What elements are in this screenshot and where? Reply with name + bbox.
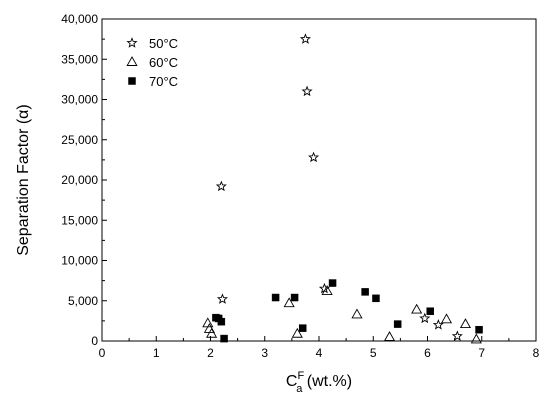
y-tick-label: 10,000 <box>61 254 98 268</box>
data-point-star <box>215 180 227 192</box>
data-point-star <box>301 85 313 97</box>
x-tick-label: 6 <box>424 346 431 360</box>
data-point-filled-square <box>298 324 307 332</box>
legend: 50°C 60°C 70°C <box>126 36 178 89</box>
x-axis-title-subscript: a <box>296 383 303 395</box>
data-point-open-triangle <box>440 313 453 324</box>
y-tick-label: 30,000 <box>61 93 98 107</box>
x-tick-label: 2 <box>207 346 214 360</box>
y-tick-label: 25,000 <box>61 133 98 147</box>
data-point-star <box>432 319 444 330</box>
x-tick-label: 0 <box>99 346 106 360</box>
data-point-open-triangle <box>470 333 482 344</box>
data-point-filled-square <box>475 325 483 334</box>
y-tick-label: 0 <box>91 334 98 348</box>
data-points <box>202 33 483 344</box>
data-point-open-triangle <box>202 317 214 328</box>
y-tick-label: 35,000 <box>61 52 98 66</box>
data-point-star <box>419 312 431 324</box>
x-axis-title-superscript: F <box>297 370 304 382</box>
legend-label: 60°C <box>149 55 178 70</box>
y-tick-label: 20,000 <box>61 173 98 187</box>
data-point-open-triangle <box>383 331 396 341</box>
x-axis: 0 1 2 3 4 5 6 7 8 <box>99 336 540 360</box>
legend-marker-star <box>126 37 138 48</box>
x-tick-label: 4 <box>316 346 323 360</box>
data-point-filled-square <box>426 307 434 315</box>
data-point-open-triangle <box>321 285 333 296</box>
data-point-filled-square <box>328 279 337 287</box>
data-point-filled-square <box>372 294 380 303</box>
x-tick-label: 8 <box>533 346 540 360</box>
y-tick-label: 15,000 <box>61 213 98 227</box>
data-point-filled-square <box>217 317 226 326</box>
y-axis-title: Separation Factor (α) <box>15 104 32 256</box>
data-point-open-triangle <box>206 327 218 338</box>
data-point-star <box>451 330 463 341</box>
x-tick-label: 7 <box>478 346 485 360</box>
data-point-filled-square <box>220 334 228 343</box>
y-tick-label: 40,000 <box>61 12 98 26</box>
data-point-filled-square <box>290 293 299 302</box>
x-axis-title-units: (wt.%) <box>302 373 352 390</box>
data-point-filled-square <box>361 288 369 296</box>
x-axis-title-main: C <box>286 373 298 390</box>
data-point-filled-square <box>393 320 402 328</box>
data-point-open-triangle <box>459 318 472 329</box>
data-point-open-triangle <box>411 303 423 314</box>
data-point-open-triangle <box>351 308 363 319</box>
x-axis-title: CF a (wt.%) <box>286 370 352 395</box>
data-point-star <box>299 33 311 44</box>
legend-marker-filled-square <box>128 77 136 85</box>
data-point-star <box>308 151 320 163</box>
legend-marker-open-triangle <box>126 56 138 66</box>
x-tick-label: 3 <box>261 346 268 360</box>
x-tick-label: 5 <box>370 346 377 360</box>
data-point-filled-square <box>271 293 280 302</box>
data-point-open-triangle <box>283 297 295 308</box>
y-axis: 0 5,000 10,000 15,000 20,000 25,000 30,000 35,0… <box>61 12 107 348</box>
y-tick-label: 5,000 <box>68 294 98 308</box>
data-point-open-triangle <box>291 327 303 338</box>
data-point-star <box>216 293 228 304</box>
legend-label: 70°C <box>149 74 178 89</box>
legend-label: 50°C <box>149 36 178 51</box>
x-tick-label: 1 <box>153 346 160 360</box>
